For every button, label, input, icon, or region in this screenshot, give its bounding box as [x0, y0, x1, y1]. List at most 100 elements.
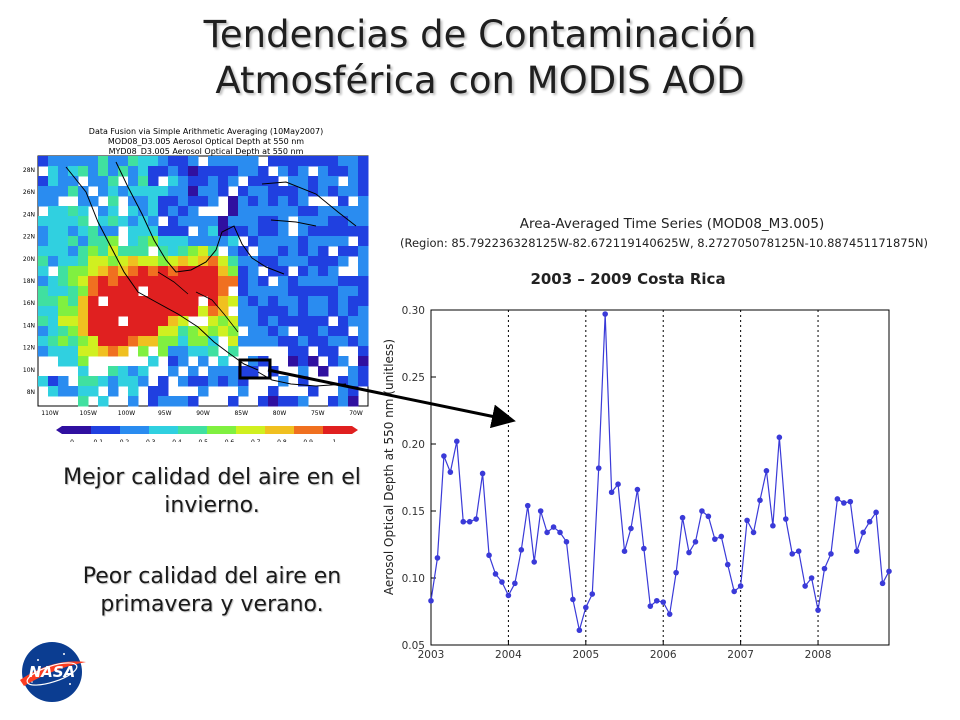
- x-tick-label: 2004: [495, 649, 522, 661]
- data-point: [731, 588, 737, 595]
- colorbar-label: 0.9: [303, 439, 313, 442]
- data-point: [570, 596, 576, 603]
- data-point: [576, 627, 583, 634]
- data-point: [608, 489, 615, 496]
- x-tick-label: 2006: [650, 649, 677, 661]
- data-point: [512, 580, 518, 587]
- map-title-line-2: MOD08_D3.005 Aerosol Optical Depth at 55…: [108, 137, 304, 146]
- data-point: [679, 514, 686, 521]
- data-point: [634, 486, 641, 493]
- colorbar-swatch: [62, 426, 91, 434]
- aod-map-svg: Data Fusion via Simple Arithmetic Averag…: [23, 127, 369, 446]
- lon-label: 105W: [80, 410, 97, 417]
- data-point: [563, 539, 570, 545]
- data-point: [770, 522, 776, 529]
- colorbar-swatch: [178, 426, 207, 434]
- aod-map-panel: Data Fusion via Simple Arithmetic Averag…: [16, 122, 378, 446]
- colorbar-label: 0.1: [93, 439, 103, 442]
- data-point: [886, 568, 892, 575]
- bullet-spring-summer: Peor calidad del aire en primavera y ver…: [82, 564, 342, 617]
- lon-label: 110W: [41, 410, 58, 417]
- data-point: [660, 599, 667, 605]
- lat-label: 16N: [23, 300, 35, 307]
- data-point: [492, 571, 499, 577]
- data-point: [557, 529, 563, 536]
- data-point: [447, 469, 454, 475]
- data-point: [602, 311, 608, 317]
- time-series-svg: Area-Averaged Time Series (MOD08_M3.005)…: [382, 216, 928, 661]
- data-point: [460, 518, 467, 525]
- data-point: [841, 500, 847, 506]
- data-point: [647, 603, 654, 609]
- data-point: [737, 583, 744, 589]
- colorbar-labels: 0 0.1 0.2 0.3 0.4 0.5 0.6 0.7 0.8 0.9 1: [70, 439, 337, 446]
- lon-label: 95W: [158, 410, 172, 417]
- colorbar-label: 0: [70, 439, 74, 442]
- data-point: [441, 453, 447, 459]
- colorbar-swatch: [91, 426, 120, 434]
- data-point: [699, 508, 705, 514]
- aod-heatmap: [37, 155, 369, 407]
- y-axis-label: Aerosol Optical Depth at 550 nm (unitles…: [382, 339, 396, 595]
- data-point: [712, 536, 718, 542]
- data-point: [434, 555, 441, 561]
- data-point: [583, 604, 589, 611]
- latitude-labels: 28N 26N 24N 22N 20N 18N 16N 14N 12N 10N 8N: [23, 167, 35, 396]
- y-tick-label: 0.20: [402, 439, 425, 451]
- data-point: [428, 597, 434, 604]
- data-point: [466, 518, 473, 525]
- data-point: [718, 533, 725, 540]
- colorbar-label: 1: [333, 439, 337, 442]
- data-point: [473, 516, 479, 522]
- data-point: [744, 517, 750, 524]
- lat-label: 18N: [23, 278, 35, 285]
- data-point: [879, 580, 886, 587]
- data-point: [815, 607, 821, 613]
- chart-subtitle: (Region: 85.792236328125W-82.67211914062…: [400, 236, 928, 250]
- data-point: [544, 529, 550, 536]
- data-point: [750, 529, 757, 536]
- data-point: [692, 539, 699, 545]
- nasa-meatball-icon: NASA: [20, 642, 86, 702]
- aod-colorbar: [56, 426, 358, 434]
- data-point: [802, 583, 808, 589]
- data-point: [686, 549, 692, 556]
- colorbar-swatch: [149, 426, 178, 434]
- colorbar-swatch: [207, 426, 236, 434]
- series-aod: [428, 311, 892, 634]
- data-point: [454, 438, 460, 445]
- colorbar-label: 0.3: [146, 439, 156, 442]
- y-tick-label: 0.05: [402, 640, 425, 652]
- lon-label: 80W: [273, 410, 287, 417]
- nasa-logo: NASA: [14, 640, 90, 704]
- chart-title: Area-Averaged Time Series (MOD08_M3.005): [520, 216, 825, 232]
- data-point: [595, 465, 602, 471]
- data-point: [628, 525, 634, 532]
- slide-title-line-1: Tendencias de Contaminación: [203, 13, 757, 56]
- lon-label: 90W: [196, 410, 210, 417]
- y-tick-label: 0.10: [402, 573, 425, 585]
- colorbar-swatch: [294, 426, 323, 434]
- chart-annotation: 2003 – 2009 Costa Rica: [530, 270, 725, 288]
- colorbar-swatch: [265, 426, 294, 434]
- data-point: [666, 611, 673, 617]
- lat-label: 26N: [23, 189, 35, 196]
- chart-gridlines: [507, 310, 819, 645]
- data-point: [673, 569, 679, 576]
- longitude-labels: 110W 105W 100W 95W 90W 85W 80W 75W 70W: [41, 410, 363, 417]
- colorbar-label: 0.2: [120, 439, 130, 442]
- data-point: [621, 548, 628, 554]
- lat-label: 10N: [23, 367, 35, 374]
- slide-title-line-2: Atmosférica con MODIS AOD: [215, 59, 745, 102]
- data-point: [821, 565, 828, 572]
- data-point: [866, 518, 873, 525]
- x-tick-label: 2005: [572, 649, 599, 661]
- data-point: [757, 497, 763, 504]
- data-point: [776, 434, 783, 441]
- data-point: [828, 551, 834, 557]
- data-point: [486, 552, 492, 559]
- colorbar-label: 0.4: [172, 439, 182, 442]
- data-point: [518, 547, 525, 553]
- data-point: [653, 597, 660, 604]
- time-series-panel: Area-Averaged Time Series (MOD08_M3.005)…: [380, 212, 950, 662]
